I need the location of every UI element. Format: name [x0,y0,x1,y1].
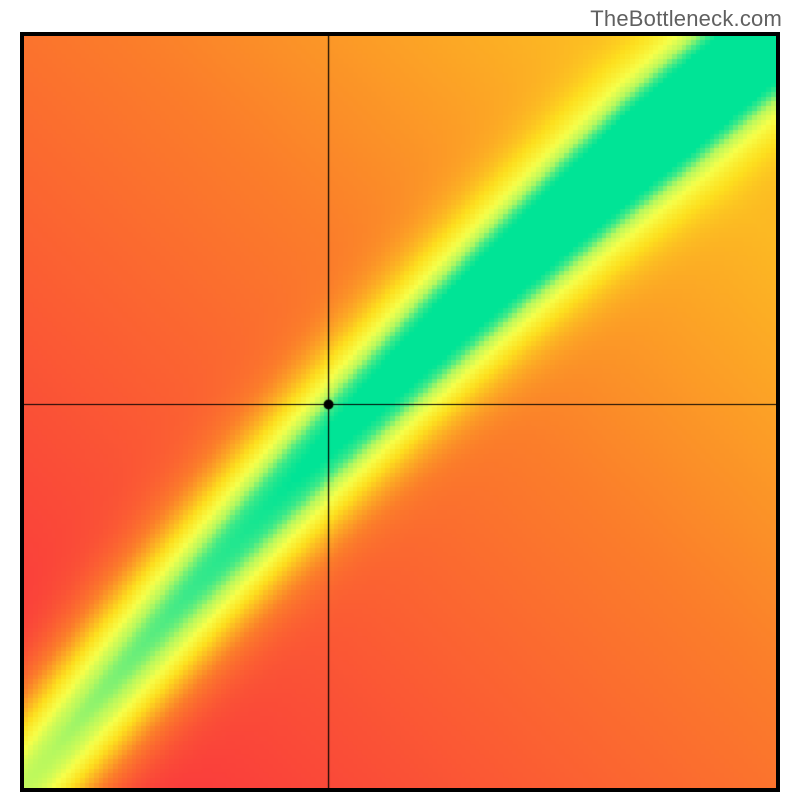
heatmap-canvas [24,36,776,788]
chart-plot-area [24,36,776,788]
watermark-text: TheBottleneck.com [590,6,782,32]
chart-outer-border [20,32,780,792]
